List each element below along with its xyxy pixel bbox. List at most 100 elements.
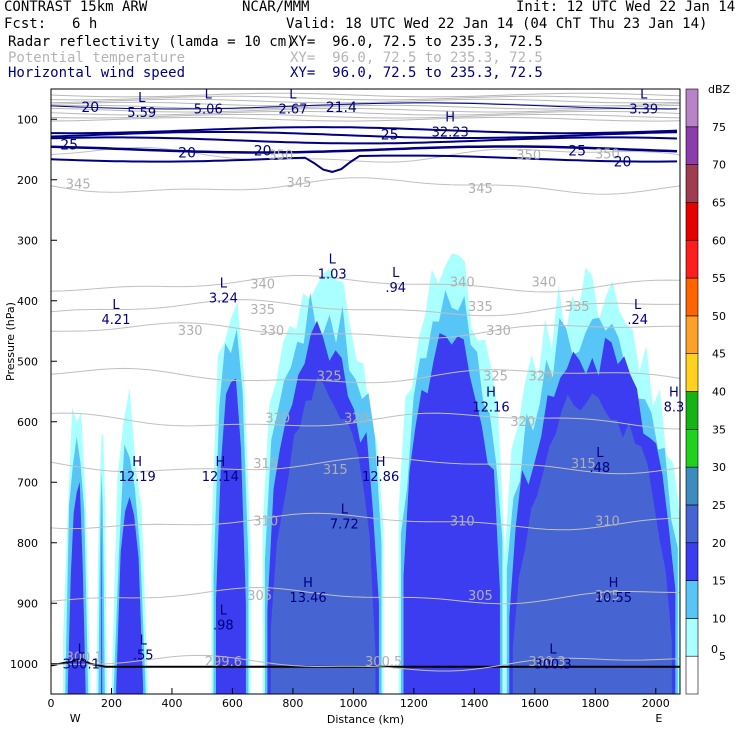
y-tick-label: 800: [17, 537, 38, 550]
field-name-reflectivity: Radar reflectivity (lamda = 10 cm): [8, 34, 295, 50]
colorbar-label: 50: [712, 310, 726, 323]
theta-contour-upper: [51, 107, 680, 113]
x-tick-label: 600: [222, 697, 243, 710]
x-tick-label: 1800: [581, 697, 609, 710]
theta-label: 325: [528, 369, 553, 384]
theta-contour: [51, 456, 680, 475]
extremum-value: 12.19: [119, 470, 156, 485]
theta-label: 340: [450, 276, 475, 291]
wind-label: 25: [568, 144, 586, 160]
extremum-value: .24: [627, 313, 648, 328]
theta-label: 315: [571, 457, 596, 472]
extremum-value: 12.14: [202, 470, 239, 485]
init-time: Init: 12 UTC Wed 22 Jan 14: [516, 0, 736, 15]
theta-contour-upper: [51, 92, 680, 98]
x-tick-label: 800: [282, 697, 303, 710]
extremum-kind: H: [486, 386, 496, 401]
colorbar-label: 10: [712, 612, 726, 625]
y-tick-label: 600: [17, 416, 38, 429]
theta-label: 350: [595, 147, 620, 162]
theta-label: 320: [344, 412, 369, 427]
extremum-kind: H: [132, 455, 142, 470]
x-tick-label: 1400: [460, 697, 488, 710]
colorbar-swatch: [685, 315, 699, 354]
theta-contour: [51, 586, 680, 605]
theta-contours: [51, 92, 680, 672]
theta-contour: [51, 322, 680, 339]
colorbar-label: 75: [712, 121, 726, 134]
colorbar-label: 5: [719, 650, 726, 663]
theta-label: 299.6: [205, 655, 242, 670]
theta-label: 330: [178, 324, 203, 339]
extremum-value: 5.59: [127, 106, 156, 121]
extremum-kind: H: [303, 576, 313, 591]
theta-contour-upper: [51, 98, 680, 104]
extremum-value: .55: [133, 649, 154, 664]
extremum-kind: L: [220, 603, 228, 618]
reflectivity-cell: [116, 496, 144, 694]
colorbar-swatch: [685, 277, 699, 317]
field-xy-reflectivity: XY= 96.0, 72.5 to 235.3, 72.5: [290, 34, 543, 50]
colorbar-label: 70: [712, 159, 726, 172]
extremum-value: 1.03: [318, 267, 347, 282]
wind-label: 20: [614, 155, 632, 171]
x-tick-label: 2000: [642, 697, 670, 710]
terrain-line: [51, 657, 680, 668]
theta-label: 320: [265, 412, 290, 427]
extremum-kind: L: [329, 252, 337, 267]
extremum-kind: H: [376, 455, 386, 470]
wind-contour: [51, 126, 678, 135]
extremum-value: .94: [385, 281, 406, 296]
plot-frame: [50, 88, 681, 695]
colorbar-swatch: [685, 391, 699, 430]
colorbar-swatch: [685, 88, 699, 128]
extremum-value: .48: [590, 461, 611, 476]
field-xy-theta: XY= 96.0, 72.5 to 235.3, 72.5: [290, 50, 543, 66]
reflectivity-cell: [101, 516, 103, 694]
wind-contour: [51, 145, 678, 154]
theta-label: 350: [516, 149, 541, 164]
theta-contour: [51, 512, 680, 531]
colorbar-label: 55: [712, 272, 726, 285]
colorbar-swatch: [685, 164, 699, 203]
y-tick-label: 200: [17, 174, 38, 187]
model-title: CONTRAST 15km ARW: [4, 0, 148, 15]
extremum-value: 2.67: [278, 102, 307, 117]
theta-label: 335: [250, 303, 275, 318]
theta-contour: [51, 367, 680, 384]
colorbar: 5 10 15 20 25 30 35 40 45 50 55 60 65 70 75 0 dBZ: [685, 83, 731, 695]
extremum-kind: L: [341, 502, 349, 517]
y-tick-label: 1000: [10, 658, 38, 671]
colorbar-label: 15: [712, 575, 726, 588]
reflectivity-cell: [216, 378, 246, 694]
colorbar-swatch: [685, 126, 699, 165]
theta-label: 300.3: [528, 655, 565, 670]
reflectivity-cell: [270, 377, 376, 694]
valid-time: Valid: 18 UTC Wed 22 Jan 14 (04 ChT Thu …: [286, 16, 708, 32]
axes: 0 200 400 600 800 1000 1200 1400 1600 1800 2000 100…: [4, 113, 670, 726]
theta-label: 340: [250, 277, 275, 292]
colorbar-label: 65: [712, 196, 726, 209]
x-tick-label: 1000: [339, 697, 367, 710]
y-tick-label: 300: [17, 234, 38, 247]
colorbar-swatch: [685, 429, 699, 468]
extremum-value: 8.3: [664, 401, 685, 416]
wind-contour: [51, 131, 678, 139]
extremum-value: 4.21: [102, 313, 131, 328]
x-axis-label: Distance (km): [327, 713, 404, 726]
theta-contour-upper: [51, 110, 680, 116]
extremum-value: .98: [213, 618, 234, 633]
theta-label: 330: [259, 324, 284, 339]
reflectivity-cell: [403, 333, 500, 694]
theta-contour: [51, 275, 680, 293]
extremum-kind: L: [112, 298, 120, 313]
colorbar-label: 0: [711, 643, 718, 656]
x-tick-label: 200: [101, 697, 122, 710]
theta-label: 335: [468, 300, 493, 315]
colorbar-swatch: [685, 580, 699, 619]
theta-label: 310: [450, 515, 475, 530]
colorbar-label: 20: [712, 537, 726, 550]
wind-label: 20: [81, 100, 99, 116]
theta-contour-upper: [51, 116, 680, 122]
